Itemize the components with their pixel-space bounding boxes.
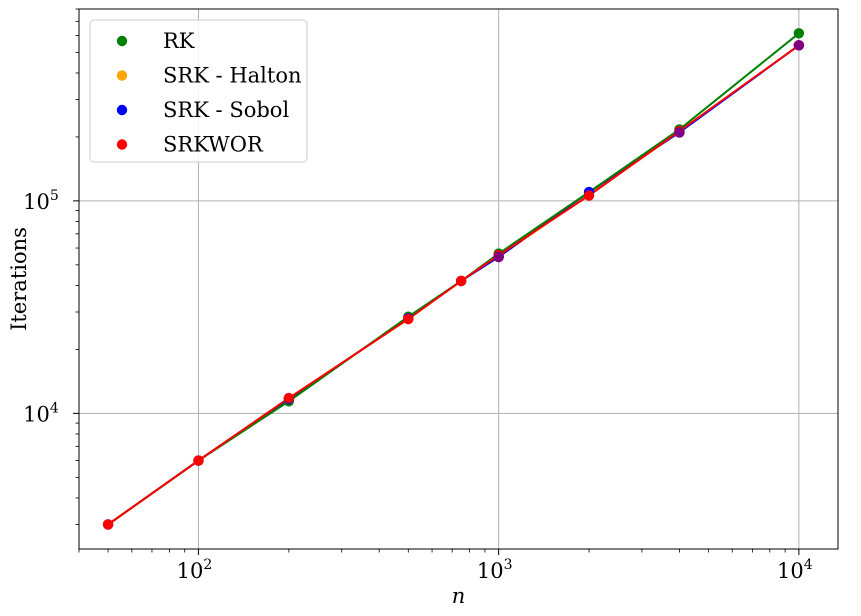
legend-label: SRK - Sobol [163, 98, 289, 122]
legend-label: RK [163, 29, 195, 53]
data-point-srkwor [403, 313, 414, 325]
y-tick-label: 105 [23, 188, 59, 214]
data-point-overlap [493, 251, 504, 263]
data-points [102, 28, 805, 530]
legend-marker [116, 70, 128, 81]
legend-marker [116, 35, 128, 47]
x-tick-label: 104 [777, 557, 813, 583]
x-tick-label: 103 [477, 557, 513, 583]
legend-marker [116, 104, 128, 116]
data-point-overlap [793, 40, 805, 51]
data-point-srkwor [283, 392, 295, 404]
data-point-srkwor [193, 455, 204, 466]
data-point-rk [793, 28, 805, 39]
axis-ticks [73, 8, 800, 555]
data-point-srkwor [455, 275, 467, 287]
plot-frame [78, 8, 839, 550]
legend-label: SRKWOR [163, 133, 264, 157]
tick-labels: 102 103 104 104 105 [23, 188, 813, 583]
data-point-srkwor [102, 519, 114, 530]
data-point-srkwor [583, 190, 595, 201]
y-tick-label: 104 [23, 400, 59, 426]
legend-marker [116, 139, 128, 150]
legend-label: SRK - Halton [163, 64, 302, 88]
legend-box [89, 19, 308, 163]
x-tick-label: 102 [177, 557, 213, 583]
y-axis-label: Iterations [7, 227, 31, 331]
data-point-overlap [674, 127, 685, 138]
x-axis-label: n [452, 584, 466, 608]
legend: RK SRK - Halton SRK - Sobol SRKWOR [89, 19, 308, 163]
